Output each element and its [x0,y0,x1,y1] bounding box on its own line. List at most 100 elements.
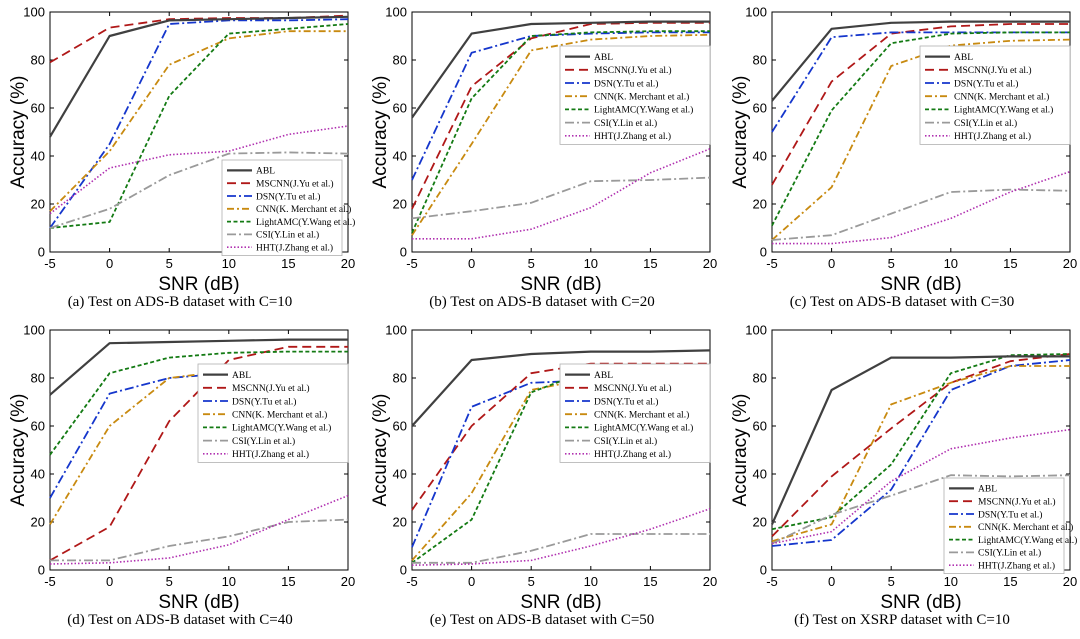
legend-label: ABL [978,485,997,495]
legend-label: MSCNN(J.Yu et al.) [594,383,672,394]
series-line-abl [411,20,710,119]
x-tick-label: 10 [944,256,958,271]
y-axis-label: Accuracy (%) [370,76,391,189]
legend: ABL MSCNN(J.Yu et al.) DSN(Y.Tu et al.) CNN… [559,45,711,145]
figure-caption: (e) Test on ADS-B dataset with C=50 [429,612,655,628]
legend-label: MSCNN(J.Yu et al.) [594,65,672,76]
y-tick-label: 0 [38,563,45,578]
y-tick-label: 60 [393,419,407,434]
series-line-mscnn [49,14,349,64]
legend-label: CSI(Y.Lin et al.) [232,436,295,447]
legend-label: HHT(J.Zhang et al.) [954,131,1031,142]
legend-label: CNN(K. Merchant et al.) [232,410,327,421]
legend-label: DSN(Y.Tu et al.) [232,396,296,407]
series-line-csi [50,518,349,562]
x-tick-label: 5 [166,256,173,271]
legend-label: ABL [594,53,613,63]
series-line-lightamc [411,30,710,234]
legend-box [919,45,1071,145]
y-tick-label: 100 [385,323,407,338]
legend-label: ABL [256,167,275,177]
y-tick-label: 80 [753,371,767,386]
x-tick-label: -5 [44,256,56,271]
series-line-abl [771,20,1070,102]
y-tick-label: 60 [753,101,767,116]
y-tick-label: 40 [753,149,767,164]
series-line-abl [411,349,711,427]
legend-label: ABL [232,371,251,381]
x-tick-label: 15 [643,256,657,271]
y-tick-label: 20 [753,515,767,530]
legend-label: HHT(J.Zhang et al.) [594,449,671,460]
x-tick-label: 0 [468,574,475,589]
x-tick-label: 15 [1003,256,1017,271]
legend-label: DSN(Y.Tu et al.) [594,396,658,407]
legend-label: HHT(J.Zhang et al.) [256,243,333,254]
legend-label: CNN(K. Merchant et al.) [978,522,1073,533]
x-tick-label: 15 [281,256,295,271]
x-tick-label: -5 [44,574,56,589]
chart-panel-e: 0 20 40 60 80 100 -5 0 5 10 15 20 SNR (dB) Accuracy (… [362,318,722,637]
y-axis-label: Accuracy (%) [730,76,751,189]
legend-label: CNN(K. Merchant et al.) [594,410,689,421]
x-axis-label: SNR (dB) [520,274,601,295]
series-line-abl [49,338,348,396]
legend-label: LightAMC(Y.Wang et al.) [978,535,1077,546]
x-tick-label: -5 [766,256,778,271]
x-tick-label: 20 [1063,256,1077,271]
y-tick-label: 100 [23,323,45,338]
series-line-cnn [411,33,711,236]
x-axis-label: SNR (dB) [158,592,239,613]
series-line-hht [49,494,349,565]
y-tick-label: 20 [753,197,767,212]
chart-panel-c: 0 20 40 60 80 100 -5 0 5 10 15 20 SNR (dB) Accuracy (… [722,0,1080,319]
x-tick-label: 20 [341,256,355,271]
series-line-mscnn [771,353,1071,538]
series-line-cnn [771,365,1070,543]
chart-panel-b: 0 20 40 60 80 100 -5 0 5 10 15 20 SNR (dB) Accuracy (… [362,0,722,319]
series-line-mscnn [411,21,710,210]
series-line-dsn [49,18,349,229]
y-tick-label: 40 [31,149,45,164]
y-tick-label: 80 [31,371,45,386]
y-tick-label: 60 [31,101,45,116]
x-tick-label: 0 [468,256,475,271]
legend-label: MSCNN(J.Yu et al.) [954,65,1032,76]
series-line-csi [49,151,349,229]
legend: ABL MSCNN(J.Yu et al.) DSN(Y.Tu et al.) CNN… [197,363,349,463]
x-axis-label: SNR (dB) [880,274,961,295]
x-tick-label: -5 [766,574,778,589]
y-axis-label: Accuracy (%) [370,394,391,507]
series-line-hht [49,125,349,215]
legend-label: CNN(K. Merchant et al.) [594,92,689,103]
x-tick-label: 0 [106,574,113,589]
figure-caption: (a) Test on ADS-B dataset with C=10 [67,294,293,310]
y-axis-label: Accuracy (%) [8,76,29,189]
series-line-cnn [49,30,348,212]
legend-label: CSI(Y.Lin et al.) [256,230,319,241]
x-tick-label: 20 [703,256,717,271]
x-axis-label: SNR (dB) [520,592,601,613]
figure-caption: (d) Test on ADS-B dataset with C=40 [67,612,293,628]
x-tick-label: 15 [281,574,295,589]
series-line-csi [411,176,711,220]
legend-label: HHT(J.Zhang et al.) [978,561,1055,572]
legend-label: LightAMC(Y.Wang et al.) [594,105,693,116]
y-tick-label: 80 [753,53,767,68]
series-line-dsn [411,31,710,181]
y-tick-label: 100 [745,5,767,20]
x-tick-label: 0 [828,574,835,589]
y-tick-label: 20 [393,197,407,212]
plot-frame [49,11,349,253]
series-line-hht [771,428,1071,545]
x-tick-label: 10 [222,574,236,589]
y-tick-label: 20 [31,515,45,530]
y-tick-label: 80 [393,53,407,68]
x-tick-label: 5 [888,256,895,271]
y-tick-label: 20 [393,515,407,530]
legend-label: DSN(Y.Tu et al.) [978,509,1042,520]
